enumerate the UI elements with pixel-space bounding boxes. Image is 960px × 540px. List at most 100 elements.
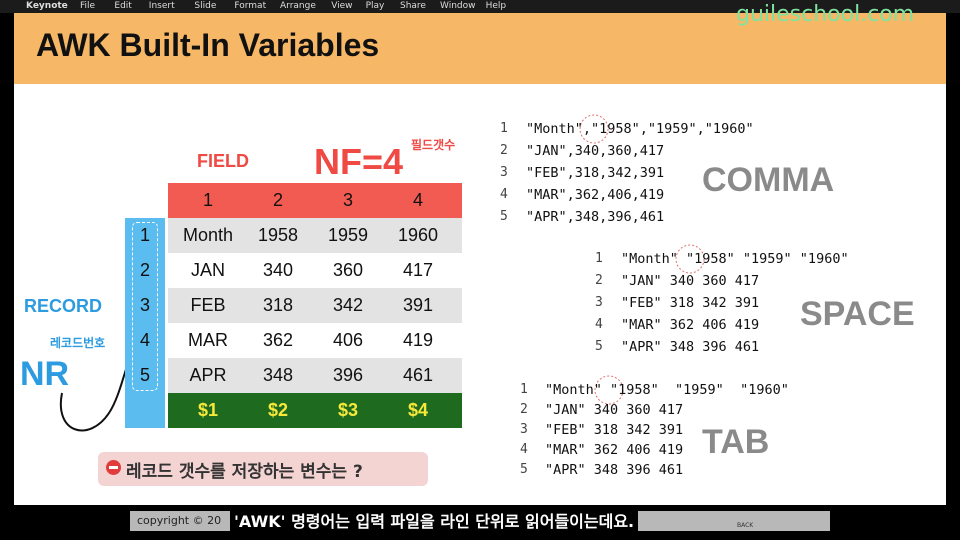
question: 레코드 갯수를 저장하는 변수는 ? — [126, 462, 363, 482]
menu-item[interactable]: Window — [440, 1, 476, 11]
table-row — [168, 253, 462, 288]
row-number-frame — [132, 222, 158, 391]
code-line: "APR",348,396,461 — [526, 209, 665, 225]
field-variable: $4 — [407, 400, 429, 420]
copyright: copyright © 20 — [137, 514, 222, 527]
table-cell: 406 — [332, 330, 364, 350]
line-number: 5 — [595, 339, 603, 354]
nr-label: NR — [20, 355, 70, 393]
line-number: 3 — [520, 422, 528, 437]
field-variable: $3 — [337, 400, 359, 420]
field-number: 4 — [412, 190, 423, 210]
code-line: "APR" 348 396 461 — [545, 462, 684, 478]
menu-item[interactable]: File — [80, 1, 96, 11]
subtitle: 'AWK' 명령어는 입력 파일을 라인 단위로 읽어들이는데요. — [230, 508, 639, 532]
menu-item[interactable]: Help — [485, 1, 507, 11]
delimiter-highlight — [594, 375, 624, 405]
code-line: "Month" "1958" "1959" "1960" — [621, 251, 849, 267]
delimiter-label: SPACE — [800, 295, 915, 333]
row-number: 4 — [139, 330, 150, 350]
table-cell: 340 — [262, 260, 294, 280]
code-line: "MAR" 362 406 419 — [545, 442, 684, 458]
table-row — [168, 323, 462, 358]
record-note: 레코드번호 — [50, 336, 106, 350]
menu-item[interactable]: Slide — [194, 1, 217, 11]
table-cell: 360 — [332, 260, 364, 280]
table-cell: 1960 — [397, 225, 439, 245]
code-line: "FEB" 318 342 391 — [621, 295, 760, 311]
code-line: "FEB",318,342,391 — [526, 165, 665, 181]
table-cell: MAR — [188, 330, 228, 350]
table-row — [168, 358, 462, 393]
slide-title: AWK Built-In Variables — [36, 27, 380, 63]
code-line: "Month","1958","1959","1960" — [526, 121, 754, 137]
menu-item[interactable]: Share — [400, 1, 426, 11]
table-cell: 461 — [402, 365, 434, 385]
table-row — [168, 288, 462, 323]
field-number: 2 — [272, 190, 283, 210]
menu-item[interactable]: Play — [365, 1, 385, 11]
line-number: 1 — [500, 121, 508, 136]
menu-item[interactable]: Edit — [114, 1, 132, 11]
line-number: 5 — [520, 462, 528, 477]
question-box — [98, 452, 428, 486]
menu-item[interactable]: Format — [234, 1, 267, 11]
code-line: "JAN" 340 360 417 — [545, 402, 684, 418]
table-cell: APR — [189, 365, 227, 385]
app-menu: Keynote — [26, 1, 68, 11]
row-number: 2 — [139, 260, 150, 280]
line-number: 2 — [520, 402, 528, 417]
line-number: 4 — [595, 317, 603, 332]
code-line: "JAN" 340 360 417 — [621, 273, 760, 289]
back-button[interactable]: BACK — [737, 522, 754, 529]
table-cell: 362 — [262, 330, 294, 350]
table-cell: FEB — [190, 295, 226, 315]
table-cell: 1958 — [257, 225, 299, 245]
line-number: 3 — [500, 165, 508, 180]
menu-bar: Keynote File Edit Insert Slide Format Arrange V… — [0, 0, 960, 13]
delimiter-highlight — [579, 114, 609, 144]
table-cell: 318 — [262, 295, 294, 315]
code-line: "APR" 348 396 461 — [621, 339, 760, 355]
row-number: 1 — [139, 225, 150, 245]
delimiter-label: TAB — [702, 423, 770, 461]
field-number: 1 — [202, 190, 213, 210]
slide: AWK Built-In Variables FIELD NF=4 필드갯수 R… — [14, 13, 946, 505]
header-row — [168, 183, 462, 218]
table-cell: 419 — [402, 330, 434, 350]
code-line: "MAR" 362 406 419 — [621, 317, 760, 333]
row-number: 5 — [139, 365, 150, 385]
table-cell: 342 — [332, 295, 364, 315]
field-variable: $2 — [267, 400, 289, 420]
row-number: 3 — [139, 295, 150, 315]
line-number: 1 — [595, 251, 603, 266]
delimiter-label: COMMA — [702, 161, 835, 199]
menu-item[interactable]: Arrange — [280, 1, 316, 11]
table-row — [168, 218, 462, 253]
table-cell: 391 — [402, 295, 434, 315]
field-label: FIELD — [197, 151, 249, 171]
brand: guileschool.com — [736, 2, 915, 27]
line-number: 4 — [520, 442, 528, 457]
code-line: "JAN",340,360,417 — [526, 143, 665, 159]
field-variable: $1 — [197, 400, 219, 420]
stop-icon — [106, 460, 121, 475]
field-number: 3 — [342, 190, 353, 210]
record-label: RECORD — [24, 296, 103, 316]
slide-header — [14, 13, 946, 84]
table-cell: Month — [182, 225, 234, 245]
line-number: 5 — [500, 209, 508, 224]
line-number: 3 — [595, 295, 603, 310]
code-line: "Month" "1958" "1959" "1960" — [545, 382, 789, 398]
table-cell: 1959 — [327, 225, 369, 245]
menu-item[interactable]: Insert — [148, 1, 175, 11]
menu-item[interactable]: View — [331, 1, 353, 11]
row-number-column — [125, 218, 165, 428]
table-cell: 417 — [402, 260, 434, 280]
table-cell: 396 — [332, 365, 364, 385]
nr-arrow — [59, 350, 133, 432]
code-line: "FEB" 318 342 391 — [545, 422, 684, 438]
line-number: 4 — [500, 187, 508, 202]
nf-label: NF=4 — [314, 141, 404, 182]
